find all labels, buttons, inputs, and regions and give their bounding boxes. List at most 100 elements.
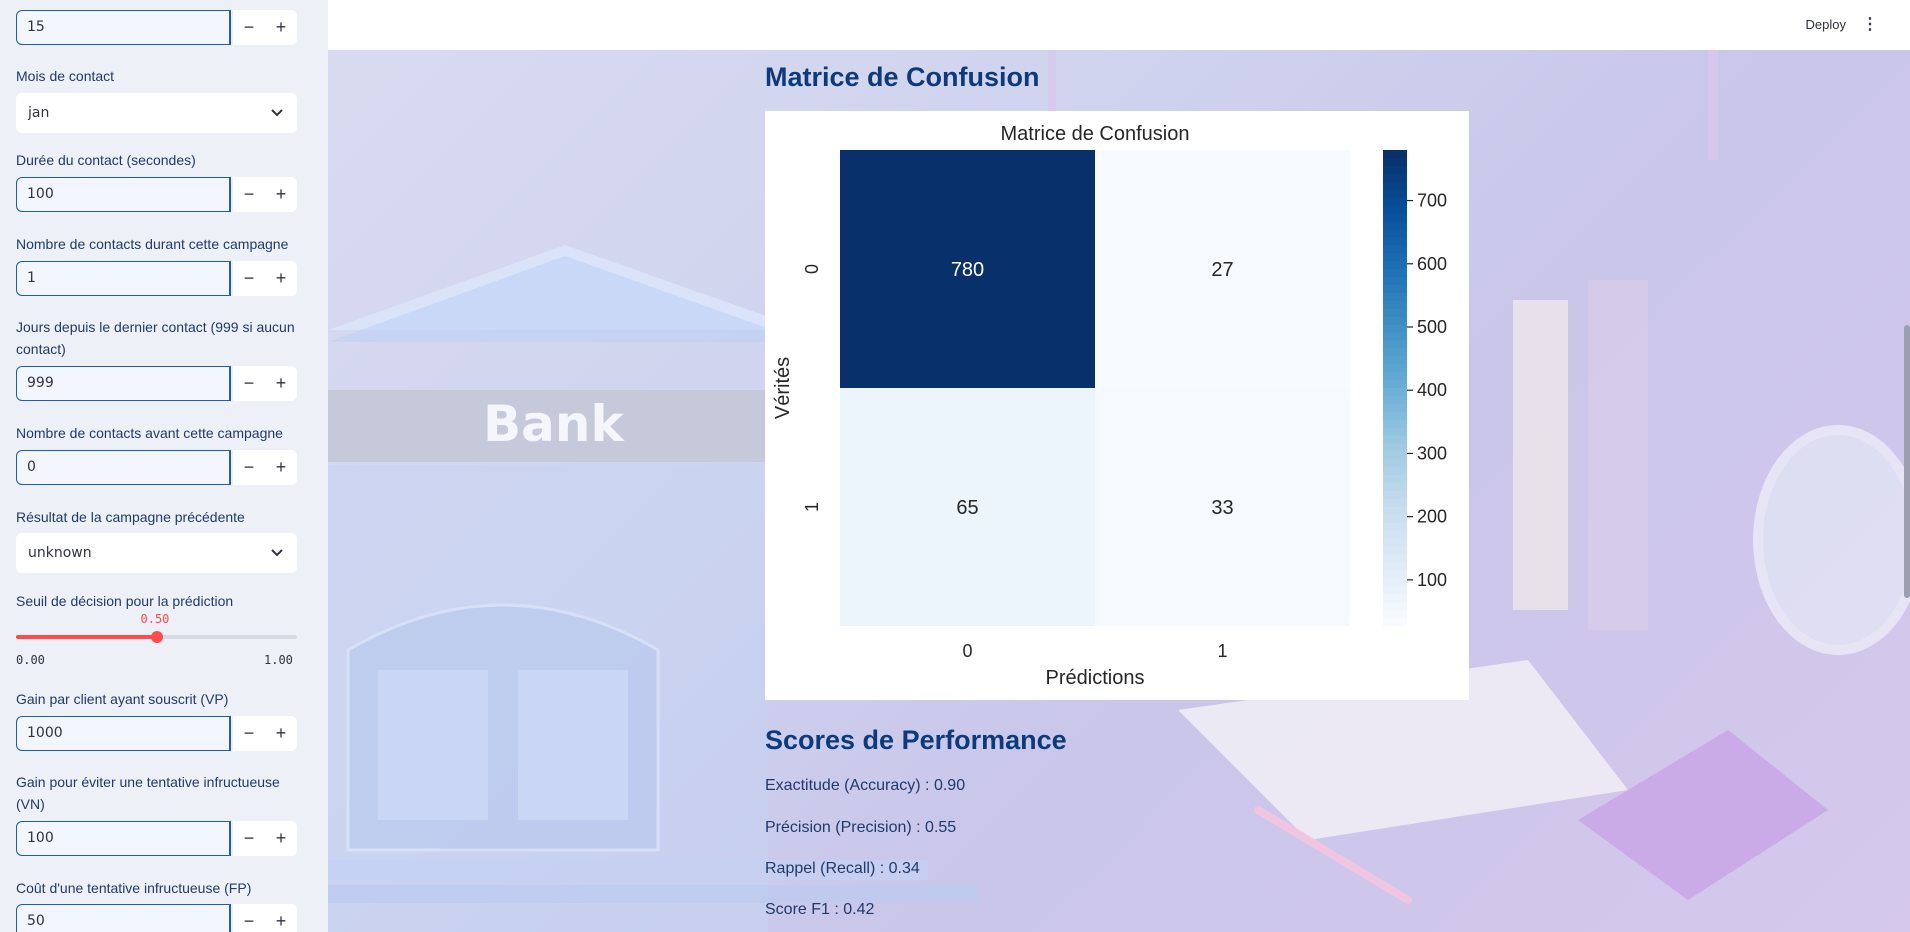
gain-vn-label: Gain pour éviter une tentative infructue… (16, 774, 280, 812)
colorbar-segment (1383, 395, 1407, 405)
increment-button[interactable]: + (275, 373, 287, 393)
colorbar-segment (1383, 229, 1407, 238)
pdays-input[interactable]: 999 (16, 366, 231, 401)
colorbar-segment (1383, 173, 1407, 183)
month-select[interactable]: jan (16, 93, 297, 133)
increment-button[interactable]: + (275, 184, 287, 204)
decrement-button[interactable]: − (243, 184, 255, 204)
duration-label: Durée du contact (secondes) (16, 152, 196, 168)
scores-heading: Scores de Performance (765, 725, 1067, 755)
app-header: Deploy ⋮ (328, 0, 1910, 50)
heatmap-cell (840, 150, 1095, 388)
cost-fp-label: Coût d'une tentative infructueuse (FP) (16, 880, 252, 896)
accuracy-score: Exactitude (Accuracy) : 0.90 (765, 777, 966, 794)
deploy-button[interactable]: Deploy (1805, 17, 1846, 32)
increment-button[interactable]: + (275, 911, 287, 931)
colorbar-segment (1383, 610, 1407, 619)
increment-button[interactable]: + (275, 268, 287, 288)
increment-button[interactable]: + (275, 17, 287, 37)
threshold-value: 0.50 (140, 612, 170, 626)
f1-score: Score F1 : 0.42 (765, 901, 875, 918)
colorbar-tick-label: 500 (1417, 317, 1447, 337)
increment-button[interactable]: + (275, 723, 287, 743)
heatmap-cell (840, 388, 1095, 626)
colorbar-segment (1383, 276, 1407, 286)
poutcome-select[interactable]: unknown (16, 533, 297, 573)
duration-input[interactable]: 100 (16, 177, 231, 212)
y-tick-label: 1 (802, 502, 822, 512)
cell-value-label: 27 (1211, 259, 1233, 281)
colorbar-segment (1383, 221, 1407, 230)
colorbar-segment (1383, 253, 1407, 262)
gain-vn-stepper: − + (233, 821, 297, 856)
colorbar-tick-label: 200 (1417, 507, 1447, 527)
previous-stepper: − + (233, 450, 297, 485)
colorbar-segment (1383, 324, 1407, 333)
colorbar-segment (1383, 308, 1407, 318)
campaign-contacts-stepper: − + (233, 261, 297, 296)
gain-vp-stepper: − + (233, 716, 297, 751)
decrement-button[interactable]: − (243, 373, 255, 393)
decrement-button[interactable]: − (243, 17, 255, 37)
increment-button[interactable]: + (275, 457, 287, 477)
colorbar-segment (1383, 483, 1407, 492)
colorbar-segment (1383, 538, 1407, 548)
colorbar-segment (1383, 205, 1407, 214)
decrement-button[interactable]: − (243, 723, 255, 743)
colorbar-segment (1383, 435, 1407, 445)
gain-vn-input[interactable]: 100 (16, 821, 231, 856)
bank-scene-illustration (328, 50, 1910, 932)
colorbar-segment (1383, 618, 1407, 627)
confusion-matrix-chart: Matrice de Confusion 780 27 65 33 0 1 0 1 Prédict… (765, 111, 1469, 700)
campaign-contacts-input[interactable]: 1 (16, 261, 231, 296)
confusion-matrix-svg: Matrice de Confusion 780 27 65 33 0 1 0 1 Prédict… (772, 123, 1447, 689)
colorbar-segment (1383, 546, 1407, 556)
colorbar-segment (1383, 269, 1407, 278)
colorbar-segment (1383, 594, 1407, 603)
decrement-button[interactable]: − (243, 268, 255, 288)
month-value: jan (28, 105, 50, 121)
poutcome-value: unknown (28, 545, 92, 561)
decrement-button[interactable]: − (243, 457, 255, 477)
colorbar-segment (1383, 578, 1407, 587)
bank-sign: Bank (483, 395, 624, 453)
sidebar: 15 − + Mois de contact jan Durée du cont… (0, 0, 328, 932)
kebab-menu-icon[interactable]: ⋮ (1862, 16, 1878, 33)
colorbar-segment (1383, 157, 1407, 167)
precision-score: Précision (Precision) : 0.55 (765, 819, 957, 836)
pdays-stepper: − + (233, 366, 297, 401)
colorbar-segment (1383, 165, 1407, 175)
decrement-button[interactable]: − (243, 828, 255, 848)
colorbar-segment (1383, 181, 1407, 191)
previous-input[interactable]: 0 (16, 450, 231, 485)
chevron-down-icon (271, 93, 283, 149)
colorbar-segment (1383, 443, 1407, 452)
colorbar-segment (1383, 530, 1407, 540)
colorbar-segment (1383, 356, 1407, 365)
colorbar-segment (1383, 507, 1407, 516)
colorbar-segment (1383, 189, 1407, 199)
cost-fp-input[interactable]: 50 (16, 904, 231, 932)
poutcome-label: Résultat de la campagne précédente (16, 509, 245, 525)
threshold-slider[interactable] (16, 631, 297, 643)
chart-title: Matrice de Confusion (1001, 123, 1190, 145)
main-scrollbar[interactable] (1904, 325, 1910, 598)
colorbar-tick-label: 600 (1417, 254, 1447, 274)
recall-score: Rappel (Recall) : 0.34 (765, 860, 920, 877)
top-number-input[interactable]: 15 (16, 10, 231, 45)
gain-vp-input[interactable]: 1000 (16, 716, 231, 751)
decrement-button[interactable]: − (243, 911, 255, 931)
colorbar-segment (1383, 403, 1407, 413)
slider-thumb[interactable] (150, 631, 163, 643)
colorbar-segment (1383, 554, 1407, 564)
x-tick-label: 1 (1217, 641, 1227, 661)
colorbar-segment (1383, 213, 1407, 222)
colorbar-segment (1383, 475, 1407, 484)
slider-min-label: 0.00 (16, 653, 45, 667)
increment-button[interactable]: + (275, 828, 287, 848)
colorbar-segment (1383, 380, 1407, 389)
colorbar-tick-label: 700 (1417, 191, 1447, 211)
colorbar-segment (1383, 514, 1407, 524)
y-tick-label: 0 (802, 264, 822, 274)
confusion-matrix-heading: Matrice de Confusion (765, 62, 1040, 92)
